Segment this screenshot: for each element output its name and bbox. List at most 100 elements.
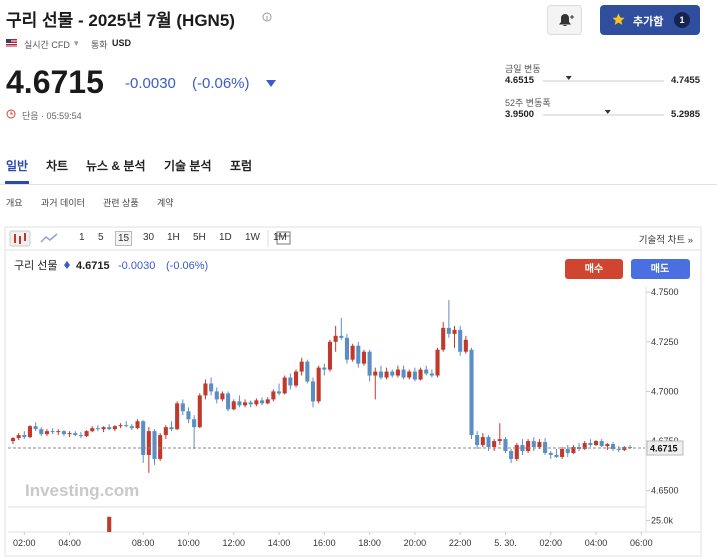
candle-body xyxy=(146,431,151,455)
candle-body xyxy=(412,371,417,380)
candle-body xyxy=(226,393,231,410)
range-label: 52주 변동폭 xyxy=(505,98,551,108)
candle-body xyxy=(237,401,242,406)
last-price-label: 4.6715 xyxy=(650,444,678,454)
candle-body xyxy=(610,444,616,450)
candle-body xyxy=(288,377,293,386)
quote-mode[interactable]: 실시간 CFD xyxy=(24,40,70,50)
chart-name: 구리 선물 xyxy=(14,259,58,272)
tab[interactable]: 포럼 xyxy=(230,159,253,173)
candle-body xyxy=(61,431,66,435)
candle-body xyxy=(339,335,344,338)
candle-body xyxy=(390,371,395,376)
candle-body xyxy=(163,427,168,436)
interval-button[interactable]: 1D xyxy=(219,232,232,243)
candle-body xyxy=(44,431,49,435)
candle-body xyxy=(356,345,361,364)
interval-button[interactable]: 30 xyxy=(143,232,155,243)
range-marker xyxy=(604,110,611,114)
x-tick-label: 04:00 xyxy=(58,538,81,548)
candle-body xyxy=(548,452,553,455)
buy-button[interactable] xyxy=(565,259,623,279)
candle-body xyxy=(384,371,389,378)
tab[interactable]: 일반 xyxy=(6,159,29,173)
x-tick-label: 02:00 xyxy=(13,538,36,548)
y-tick-label: 4.7500 xyxy=(651,287,679,297)
area-icon[interactable] xyxy=(40,233,58,243)
candle-body xyxy=(492,441,497,448)
interval-button[interactable]: 1M xyxy=(273,232,287,243)
candle-body xyxy=(327,341,333,370)
interval-button[interactable]: 1W xyxy=(245,232,260,243)
candle-body xyxy=(10,438,16,442)
candle-body xyxy=(124,425,129,427)
candle-body xyxy=(531,441,536,448)
candle-body xyxy=(560,449,565,457)
candle-body xyxy=(203,383,208,396)
candle-body xyxy=(260,400,265,404)
interval-button[interactable]: 1 xyxy=(79,232,85,243)
x-tick-label: 22:00 xyxy=(449,538,472,548)
dropdown-arrow: ▾ xyxy=(74,38,79,48)
currency: USD xyxy=(112,38,132,48)
x-tick-label: 06:00 xyxy=(630,538,653,548)
tab[interactable]: 뉴스 & 분석 xyxy=(86,159,146,173)
price-change: -0.0030 xyxy=(125,75,176,92)
candle-body xyxy=(441,327,446,350)
interval-button[interactable]: 15 xyxy=(115,231,133,246)
calendar-icon[interactable] xyxy=(276,231,291,245)
watchlist-button[interactable]: 추가함 1 xyxy=(600,5,700,35)
candle-body xyxy=(599,441,604,447)
sell-label[interactable]: 매도 xyxy=(651,262,669,275)
candle-body xyxy=(509,450,514,459)
tab-underline xyxy=(5,181,29,184)
subtab[interactable]: 개요 xyxy=(6,198,23,208)
interval-button[interactable]: 5H xyxy=(193,232,206,243)
candle-body xyxy=(520,445,525,451)
tabs-divider xyxy=(0,184,717,185)
candle-icon-glyph xyxy=(14,233,26,244)
candle-body xyxy=(395,369,400,376)
candle-body xyxy=(571,447,576,453)
interval-button[interactable]: 5 xyxy=(98,232,104,243)
candle-body xyxy=(214,391,219,400)
subtab[interactable]: 계약 xyxy=(157,198,174,208)
candle-body xyxy=(33,426,38,430)
tab[interactable]: 기술 분석 xyxy=(164,159,212,173)
candle-body xyxy=(84,431,89,437)
candle-body xyxy=(22,435,27,438)
star-icon xyxy=(612,13,625,25)
candle-body xyxy=(90,428,95,432)
candle-body xyxy=(367,351,372,376)
x-tick-label: 16:00 xyxy=(313,538,336,548)
candle-body xyxy=(424,369,429,374)
technical-chart-link[interactable]: 기술적 차트 » xyxy=(638,235,693,246)
last-price-box xyxy=(646,440,684,456)
y-tick-label: 4.7000 xyxy=(651,386,679,396)
candle-body xyxy=(373,371,378,376)
x-tick-label: 02:00 xyxy=(539,538,562,548)
subtab[interactable]: 관련 상품 xyxy=(103,198,139,208)
candle-body xyxy=(220,393,225,400)
y-tick-label: 4.6500 xyxy=(651,486,679,496)
candle-body xyxy=(429,373,434,376)
sell-button[interactable] xyxy=(631,259,690,279)
candle-body xyxy=(16,435,21,439)
info-icon[interactable] xyxy=(262,12,272,22)
candle-body xyxy=(67,433,72,435)
tab[interactable]: 차트 xyxy=(46,159,69,173)
buy-label[interactable]: 매수 xyxy=(585,262,603,275)
chart-price: 4.6715 xyxy=(76,260,110,272)
candle-body xyxy=(129,426,134,429)
subtab[interactable]: 과거 데이터 xyxy=(41,198,85,208)
interval-button[interactable]: 1H xyxy=(167,232,180,243)
currency-label: 통화 xyxy=(91,40,108,50)
volume-tick-label: 25.0k xyxy=(651,515,674,525)
range-high: 4.7455 xyxy=(670,75,700,86)
candle-body xyxy=(282,377,287,394)
candle-body xyxy=(593,441,599,446)
alert-button[interactable] xyxy=(547,5,582,35)
live-icon xyxy=(64,261,70,269)
candle-body xyxy=(158,435,163,459)
